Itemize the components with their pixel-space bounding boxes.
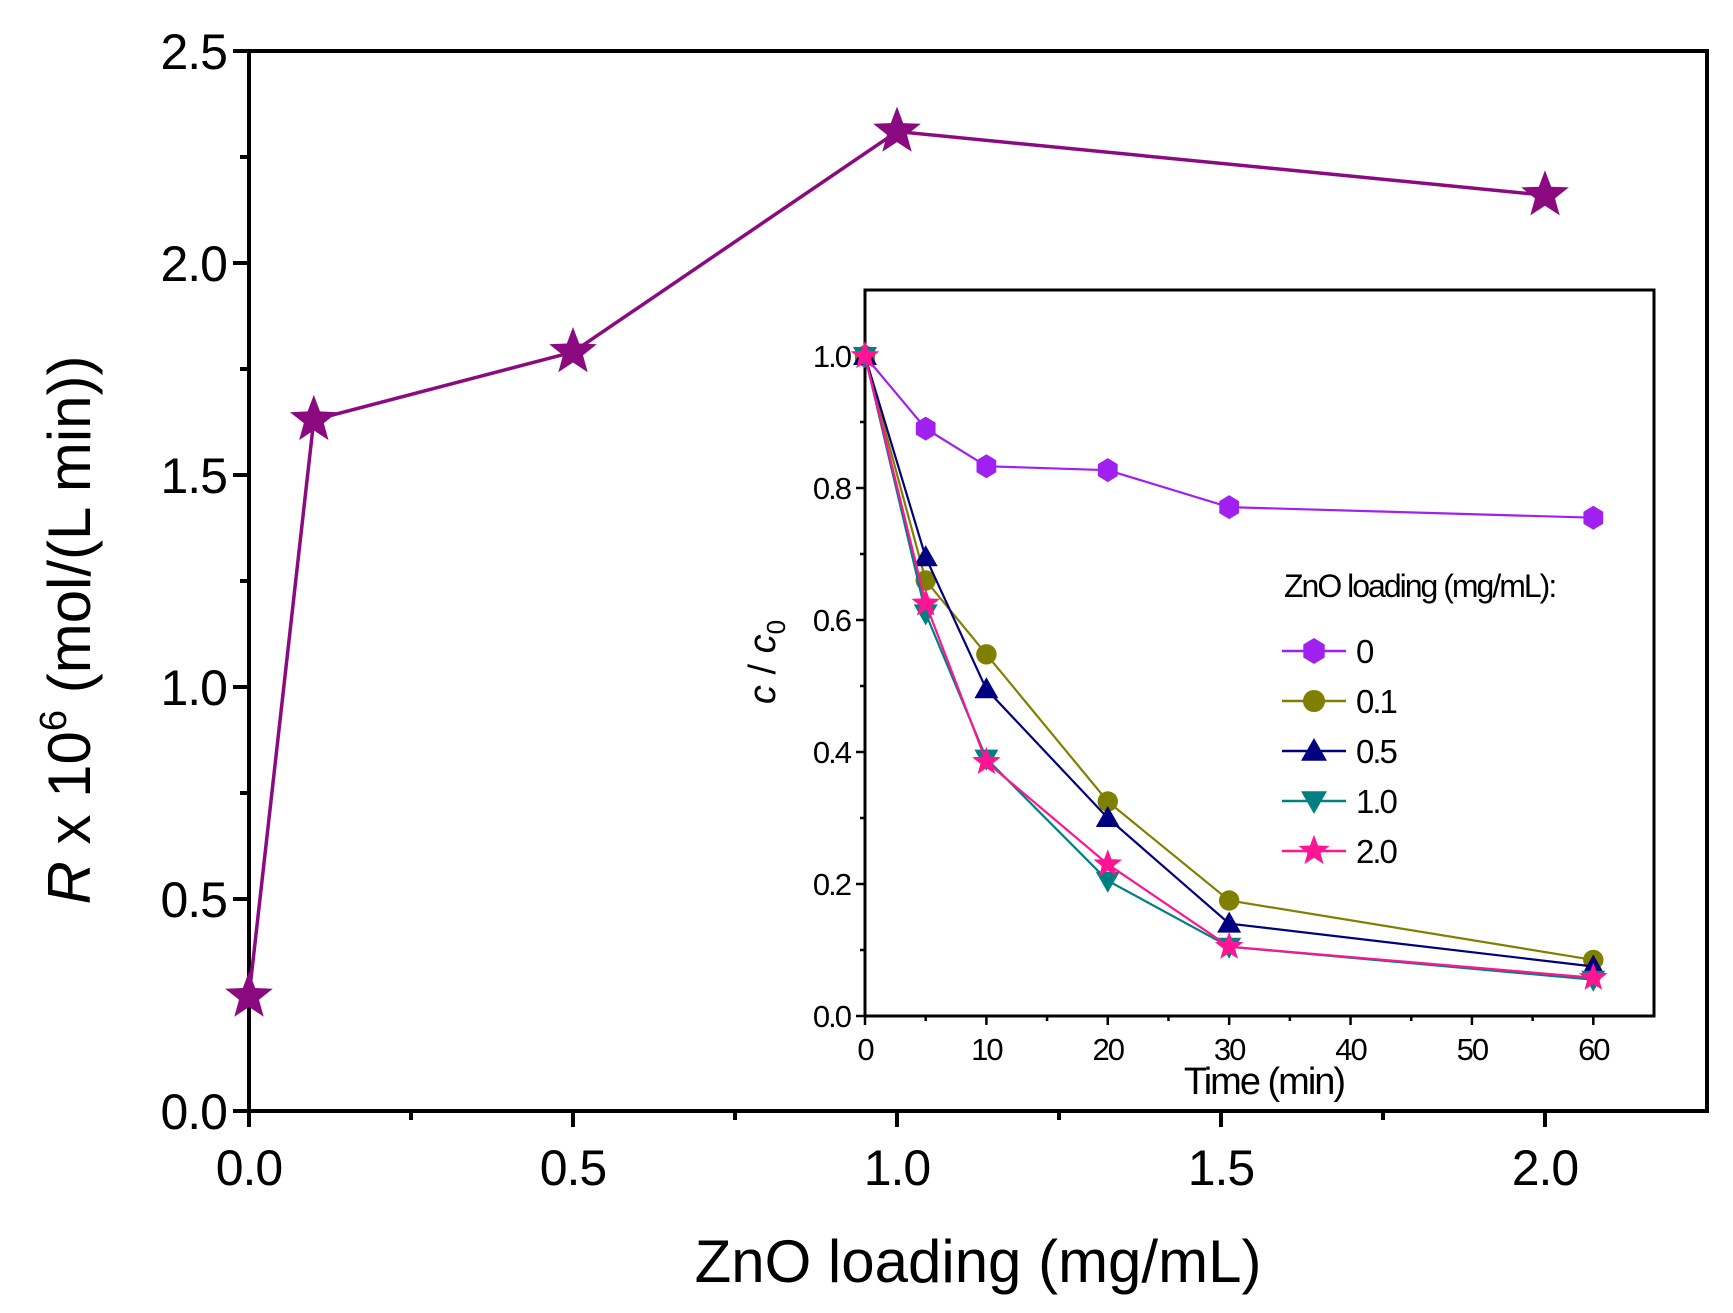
data-point-star [850, 341, 880, 369]
y-tick-label: 0.0 [160, 1084, 227, 1140]
legend-marker-triangle-down [1301, 791, 1327, 814]
y-tick-label: 0.4 [813, 735, 852, 770]
data-point-star [1214, 931, 1244, 959]
data-point-star [1093, 849, 1122, 877]
data-point-triangle-up [1095, 806, 1120, 827]
legend-label: 1.0 [1356, 783, 1398, 820]
inset-background [865, 290, 1654, 1016]
inset-y-b: c [742, 634, 784, 653]
plot-frame [863, 288, 1656, 1018]
data-point-circle [976, 644, 997, 665]
legend-label: 0.5 [1356, 733, 1397, 770]
legend: 0 0.1 0.5 1.0 2.0 [1282, 633, 1400, 870]
inset-x-axis-title: Time (min) [1184, 1061, 1344, 1103]
inset-y-sub: 0 [761, 620, 791, 634]
series-line-0.5 [863, 355, 1594, 968]
data-point-star [972, 746, 1001, 774]
y-tick-label: 1.5 [160, 448, 227, 504]
data-point-star [549, 327, 597, 373]
x-tick-label: 30 [1214, 1032, 1246, 1067]
legend-marker-hexagon [1303, 638, 1325, 664]
legend-label: 0 [1356, 633, 1374, 670]
legend-marker-star [1298, 834, 1330, 865]
legend-label: 2.0 [1356, 833, 1398, 870]
y-tick-label: 0.6 [813, 603, 851, 638]
data-point-triangle-up [974, 677, 999, 699]
y-title-sup: 6 [33, 710, 75, 731]
series-line-2.0 [863, 355, 1594, 979]
y-title-mid: x 10 [36, 731, 103, 861]
data-point-hexagon [915, 416, 936, 441]
x-tick-label: 1.0 [864, 1140, 931, 1196]
series-line-0.1 [863, 355, 1594, 961]
data-point-hexagon [1583, 505, 1604, 530]
y-tick-label: 2.5 [160, 24, 227, 80]
inset-y-sep: / [742, 653, 784, 685]
legend-label: 0.1 [1356, 683, 1397, 720]
data-point-hexagon [1097, 458, 1118, 483]
y-title-unit: (mol/(L min)) [36, 356, 103, 710]
y-tick-label: 0.2 [813, 867, 851, 902]
y-tick-label: 0.8 [813, 471, 851, 506]
data-point-star [1521, 170, 1569, 216]
data-point-star [290, 394, 338, 441]
data-point-circle [1218, 890, 1240, 911]
legend-title: ZnO loading (mg/mL): [1284, 568, 1555, 604]
data-point-triangle-up [1217, 911, 1242, 933]
x-tick-label: 50 [1457, 1032, 1489, 1067]
x-tick-label: 60 [1578, 1032, 1610, 1067]
y-title-var: R [36, 861, 103, 904]
x-tick-label: 0.5 [540, 1140, 607, 1196]
y-tick-label: 0.0 [813, 999, 852, 1034]
inset-y-axis-title: c / c0 [742, 620, 791, 704]
inset-plot: 0 10 20 30 40 50 60 0.0 0.2 0.4 0.6 0.8 1.0 [813, 288, 1656, 1067]
main-y-axis-title: R x 106 (mol/(L min)) [33, 356, 103, 905]
legend-marker-triangle-up [1301, 738, 1327, 761]
data-point-hexagon [976, 454, 997, 479]
data-point-star [225, 971, 273, 1017]
y-tick-label: 1.0 [160, 660, 227, 716]
x-tick-label: 0.0 [216, 1140, 283, 1196]
x-tick-label: 10 [971, 1032, 1003, 1067]
legend-marker-circle [1302, 689, 1326, 713]
data-point-star [873, 106, 921, 152]
x-tick-label: 1.5 [1188, 1140, 1255, 1196]
data-point-star [911, 588, 940, 616]
main-x-axis-title: ZnO loading (mg/mL) [695, 1228, 1262, 1295]
x-tick-label: 20 [1093, 1032, 1125, 1067]
data-point-star [1579, 962, 1608, 990]
data-point-triangle-up [913, 545, 938, 567]
data-point-hexagon [1219, 495, 1240, 520]
y-tick-label: 0.5 [160, 872, 227, 928]
x-tick-label: 2.0 [1512, 1140, 1579, 1196]
data-point-triangle-down [1095, 871, 1120, 893]
x-tick-label: 40 [1335, 1032, 1367, 1067]
inset-y-a: c [742, 685, 784, 704]
data-point-circle [1097, 791, 1118, 812]
x-tick-label: 0 [857, 1032, 874, 1067]
series-line-0 [864, 355, 1594, 519]
main-plot: 0.0 0.5 1.0 1.5 2.0 0.0 0.5 1.0 1.5 2.0 2.5 [160, 24, 1709, 1196]
y-tick-label: 1.0 [813, 339, 852, 374]
y-tick-label: 2.0 [160, 236, 227, 292]
